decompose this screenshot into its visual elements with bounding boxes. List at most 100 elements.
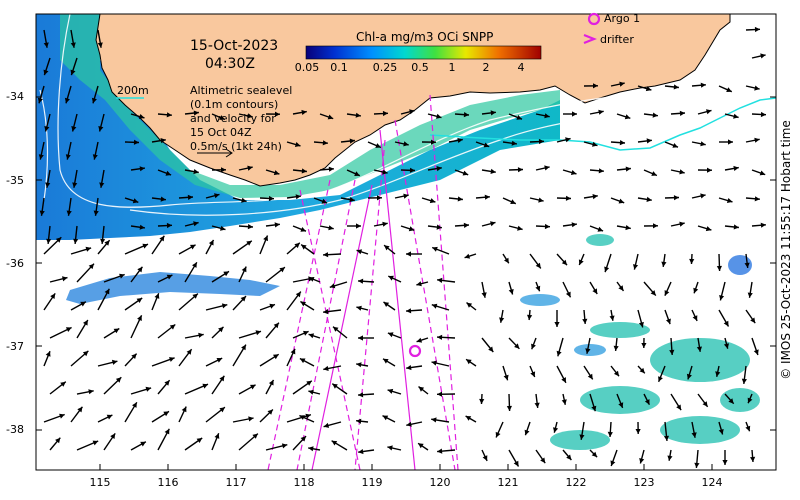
velocity-arrowhead [80,301,86,307]
velocity-arrowhead [383,358,389,364]
velocity-arrowhead [154,293,160,299]
velocity-arrowhead [65,327,72,332]
velocity-arrowhead [106,414,113,420]
velocity-arrowhead [358,278,364,284]
velocity-arrowhead [72,182,78,188]
velocity-arrowhead [202,383,208,389]
velocity-arrowhead [64,97,70,104]
velocity-arrowhead [679,221,685,227]
velocity-arrowhead [700,141,706,147]
velocity-arrowhead [164,428,170,435]
velocity-arrowhead [463,112,469,118]
velocity-arrowhead [349,197,355,203]
velocity-arrowhead [416,281,422,287]
latitude-label: -36 [6,257,24,270]
velocity-arrowhead [544,113,550,119]
velocity-arrowhead [754,85,760,91]
velocity-arrowhead [166,112,172,118]
velocity-arrowhead [333,326,339,332]
velocity-arrowhead [99,182,105,188]
velocity-arrowhead [437,448,443,454]
velocity-arrowhead [641,343,647,348]
velocity-arrowhead [437,277,443,283]
velocity-arrowhead [431,139,436,145]
velocity-arrowhead [321,198,328,204]
velocity-arrowhead [700,193,706,199]
latitude-label: -38 [6,423,24,436]
velocity-arrowhead [160,196,166,202]
colorbar-tick: 1 [448,61,456,74]
velocity-arrowhead [133,139,139,145]
velocity-arrowhead [327,114,334,120]
velocity-arrowhead [145,386,152,392]
velocity-arrowhead [565,291,571,298]
velocity-arrowhead [275,111,280,117]
velocity-arrowhead [663,435,669,441]
map-date: 15-Oct-2023 [190,38,279,54]
velocity-arrowhead [97,42,103,48]
velocity-arrowhead [137,266,143,273]
velocity-arrowhead [115,377,122,383]
velocity-arrowhead [409,109,415,115]
velocity-arrowhead [323,252,329,258]
velocity-arrowhead [482,455,488,461]
velocity-arrowhead [561,377,566,383]
velocity-arrowhead [508,289,514,295]
velocity-arrowhead [702,401,708,407]
note-line-3: and velocity for [190,112,276,125]
map-time: 04:30Z [205,56,255,72]
longitude-label: 118 [293,476,315,489]
velocity-arrowhead [375,143,381,148]
velocity-arrowhead [403,193,409,199]
velocity-arrowhead [104,240,110,246]
velocity-arrowhead [672,143,678,148]
velocity-arrowhead [705,226,712,232]
velocity-arrowhead [77,406,83,413]
velocity-arrowhead [70,69,76,76]
velocity-arrowhead [418,386,425,392]
velocity-arrowhead [140,441,146,447]
velocity-arrowhead [635,429,641,434]
velocity-arrowhead [295,194,301,200]
velocity-arrowhead [45,351,51,357]
velocity-arrowhead [436,166,442,172]
velocity-arrowhead [553,427,559,433]
velocity-arrowhead [728,139,733,145]
velocity-arrowhead [718,429,724,435]
velocity-arrowhead [524,429,530,436]
chlorophyll-patches [520,234,760,450]
velocity-arrowhead [43,69,49,76]
velocity-arrowhead [639,458,645,464]
velocity-arrowhead [750,456,756,462]
velocity-arrowhead [691,432,697,438]
argo-float-marker [408,344,422,358]
velocity-arrowhead [572,111,577,117]
velocity-arrowhead [273,322,279,329]
velocity-arrowhead [356,418,362,424]
velocity-arrowhead [585,348,591,354]
velocity-arrowhead [465,416,472,421]
velocity-arrowhead [323,365,329,371]
velocity-arrowhead [760,222,766,228]
velocity-arrowhead [45,182,51,188]
velocity-arrowhead [570,170,577,175]
colorbar-tick: 4 [517,61,525,74]
drifter-legend-label: drifter [600,33,634,46]
velocity-arrowhead [466,302,473,308]
velocity-arrowhead [618,285,624,291]
velocity-arrowhead [181,406,187,413]
velocity-arrowhead [592,194,598,200]
velocity-arrowhead [726,87,732,92]
velocity-arrowhead [301,244,307,250]
velocity-arrowhead [653,223,658,229]
velocity-arrowhead [516,115,522,120]
velocity-arrowhead [110,433,116,439]
colorbar-tick: 0.5 [411,61,429,74]
velocity-arrowhead [66,210,72,216]
velocity-arrowhead [100,238,106,244]
velocity-arrowhead [745,425,751,432]
velocity-arrowhead [83,320,88,326]
velocity-arrowhead [208,239,214,246]
velocity-arrowhead [436,113,442,119]
velocity-arrowhead [294,242,300,249]
